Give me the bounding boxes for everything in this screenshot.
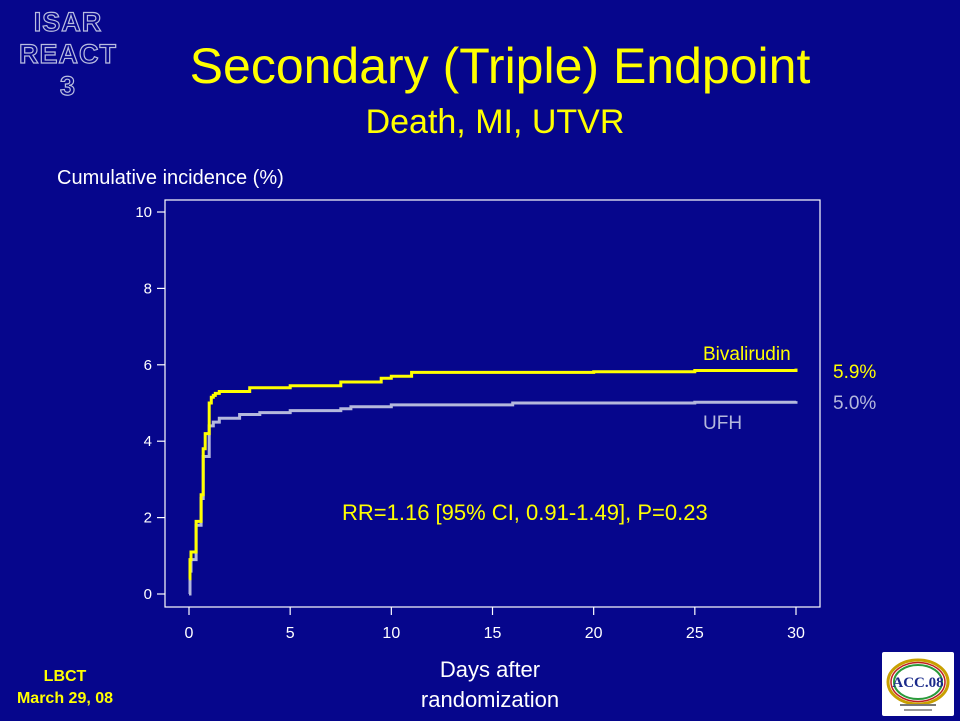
isar-react-logo: ISAR REACT 3 [8,6,128,102]
x-tick-label: 0 [185,625,194,642]
logo-line-1: ISAR [33,6,103,37]
x-tick-label: 10 [382,625,400,642]
series-line-bivalirudin [188,368,798,581]
chart-subtitle: Death, MI, UTVR [365,103,625,141]
x-axis-label-line-1: Days after [439,657,541,682]
footer-line-1: LBCT [43,668,87,685]
x-tick-label: 20 [585,625,603,642]
series-name-ufh: UFH [703,413,742,434]
acc-logo: ACC.08 [882,652,954,716]
end-value-bivalirudin: 5.9% [833,362,876,383]
end-value-ufh: 5.0% [833,393,876,414]
x-tick-label: 30 [787,625,805,642]
x-axis-label: Days after randomization [390,655,590,715]
y-tick-label: 2 [144,510,152,527]
footer-note: LBCT March 29, 08 [10,666,120,710]
chart-title: Secondary (Triple) Endpoint [189,38,811,94]
series-name-bivalirudin: Bivalirudin [703,344,791,365]
y-tick-label: 4 [144,433,152,450]
logo-line-2: REACT 3 [18,38,117,101]
x-tick-label: 25 [686,625,704,642]
y-tick-label: 8 [144,280,152,297]
y-tick-label: 0 [144,586,152,603]
y-tick-label: 10 [135,204,152,221]
footer-line-2: March 29, 08 [16,690,114,707]
x-tick-label: 5 [286,625,295,642]
y-tick-label: 6 [144,357,152,374]
rr-annotation: RR=1.16 [95% CI, 0.91-1.49], P=0.23 [342,500,708,525]
x-axis-label-line-2: randomization [420,687,560,712]
y-axis-label: Cumulative incidence (%) [57,167,284,189]
x-tick-label: 15 [484,625,502,642]
acc-logo-text: ACC.08 [892,675,943,691]
